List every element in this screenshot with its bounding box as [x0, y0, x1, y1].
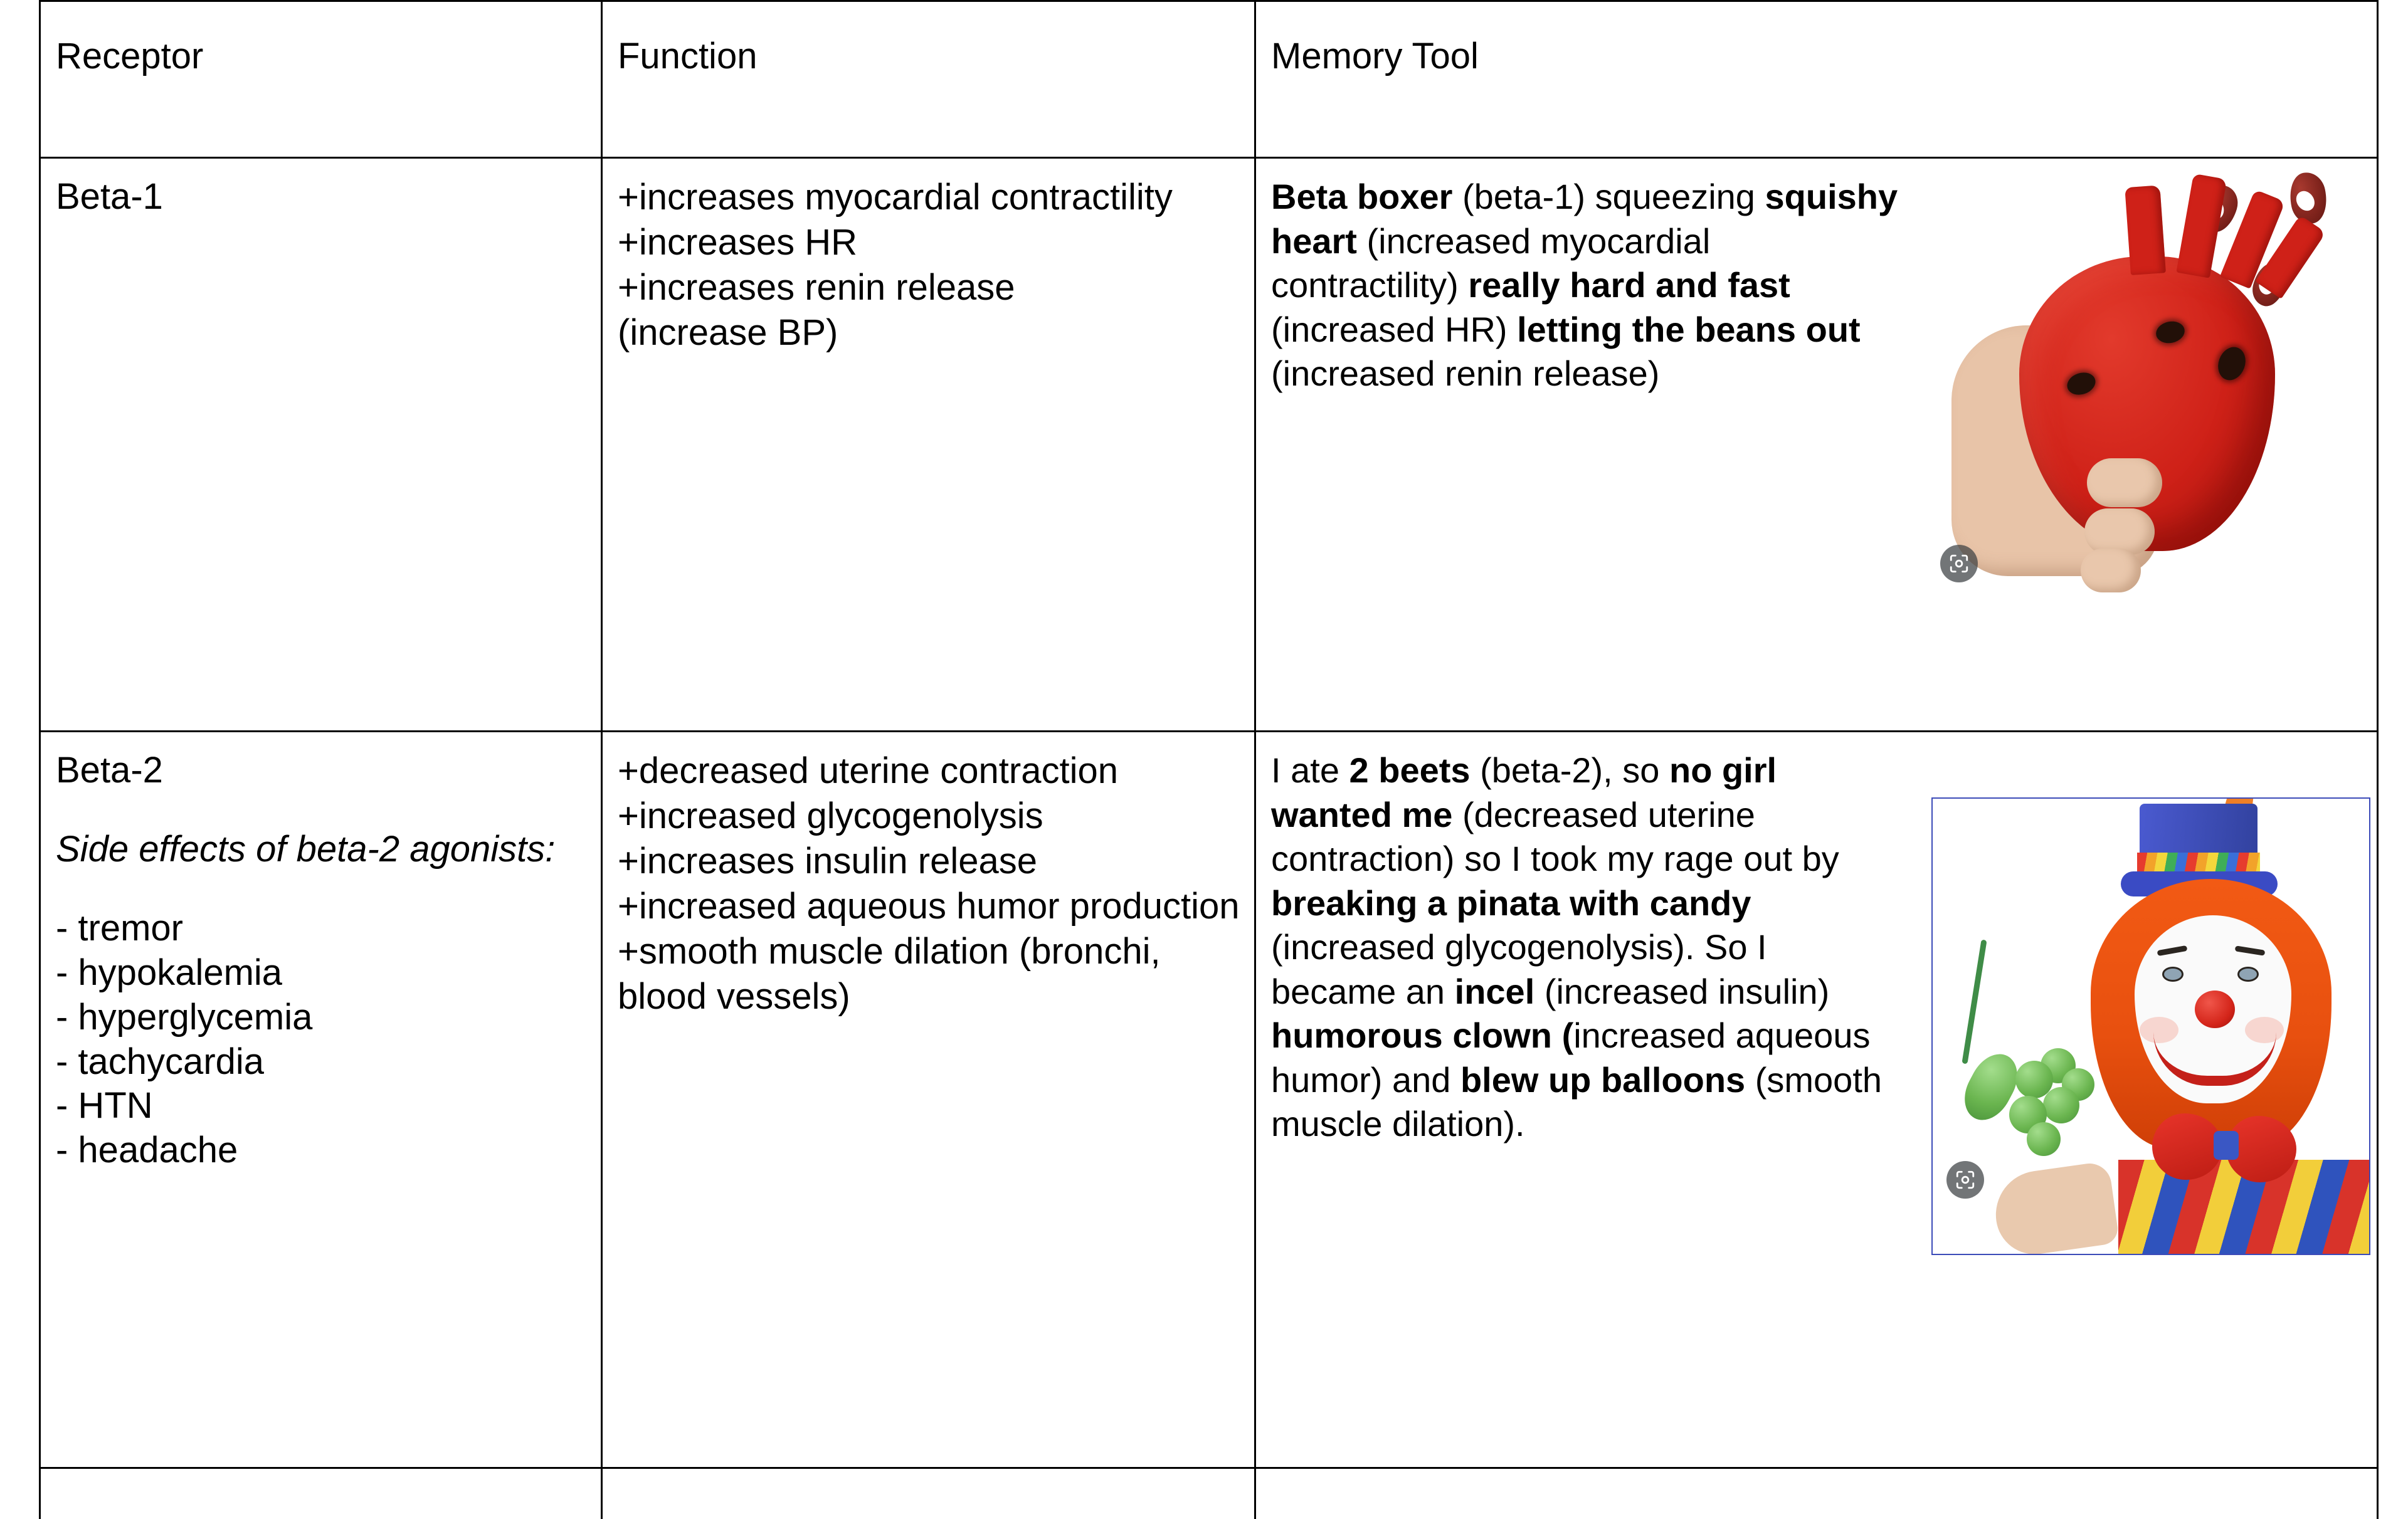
column-header-memory-label: Memory Tool [1271, 36, 1479, 76]
cell-receptor-beta-2: Beta-2 Side effects of beta-2 agonists: … [39, 730, 603, 1469]
table-row-beta-2: Beta-2 Side effects of beta-2 agonists: … [39, 730, 2379, 1469]
google-lens-icon[interactable] [1940, 545, 1978, 582]
cell-memory-muscarinic-2 [1254, 1467, 2379, 1519]
column-header-function: Function [601, 0, 1256, 159]
receptor-subtitle-beta-2: Side effects of beta-2 agonists: [56, 828, 556, 870]
heart-squeeze-toy-photo [1933, 169, 2372, 592]
finger-3-graphic [2081, 549, 2141, 592]
heart-hole-1 [2064, 369, 2099, 399]
bean-2-icon [2285, 169, 2331, 228]
table-header-row: Receptor Function Memory Tool [39, 0, 2379, 159]
column-header-receptor: Receptor [39, 0, 603, 159]
column-header-memory: Memory Tool [1254, 0, 2379, 159]
hat-crown-graphic [2140, 804, 2258, 858]
balloon-segment-3 [2043, 1087, 2079, 1123]
clown-nose-graphic [2195, 991, 2235, 1028]
table-row-muscarinic-2-partial: Muscarinic 2 -decreases HR [39, 1467, 2379, 1519]
receptor-memory-table: Receptor Function Memory Tool Beta-1 +in… [39, 0, 2379, 1519]
bowtie-knot [2214, 1131, 2239, 1160]
side-effects-list-beta-2: - tremor - hypokalemia - hyperglycemia - ta… [56, 908, 313, 1171]
cell-function-beta-1: +increases myocardial contractility +incr… [601, 157, 1256, 732]
memory-text-beta-2: I ate 2 beets (beta-2), so no girl wante… [1271, 750, 1883, 1144]
bowtie-lobe-left [2152, 1113, 2222, 1180]
hand-graphic [1951, 173, 2326, 592]
function-list-beta-1: +increases myocardial contractility +incr… [618, 177, 1173, 353]
column-header-receptor-label: Receptor [56, 36, 204, 76]
clown-photo-inner [1933, 799, 2369, 1254]
column-header-function-label: Function [618, 36, 758, 76]
heart-hole-3 [2214, 343, 2250, 384]
vessel-1-graphic [2125, 185, 2166, 275]
heart-hole-2 [2153, 318, 2187, 346]
google-lens-icon[interactable] [1946, 1161, 1984, 1199]
receptor-title-beta-2: Beta-2 [56, 750, 163, 791]
receptor-title-beta-1: Beta-1 [56, 176, 163, 217]
cell-receptor-beta-1: Beta-1 [39, 157, 603, 732]
cell-function-beta-2: +decreased uterine contraction +increased… [601, 730, 1256, 1469]
balloon-segment-2 [2015, 1061, 2053, 1098]
balloon-segment-7 [2027, 1122, 2061, 1156]
memory-text-beta-1: Beta boxer (beta-1) squeezing squishy he… [1271, 177, 1898, 394]
balloon-stick-graphic [1962, 939, 1987, 1064]
finger-2-graphic [2084, 508, 2155, 555]
clown-hand-graphic [1990, 1160, 2120, 1254]
cell-memory-beta-2: I ate 2 beets (beta-2), so no girl wante… [1254, 730, 2379, 1469]
clown-eye-left [2162, 967, 2184, 982]
clown-with-balloon-animal-photo [1931, 797, 2370, 1255]
table-row-beta-1: Beta-1 +increases myocardial contractili… [39, 157, 2379, 732]
heart-graphic [2019, 173, 2326, 551]
cell-memory-beta-1: Beta boxer (beta-1) squeezing squishy he… [1254, 157, 2379, 732]
cell-receptor-muscarinic-2: Muscarinic 2 [39, 1467, 603, 1519]
function-list-beta-2: +decreased uterine contraction +increased… [618, 750, 1240, 1017]
finger-1-graphic [2087, 458, 2162, 507]
clown-eye-right [2237, 967, 2259, 982]
clown-bowtie-graphic [2152, 1112, 2296, 1182]
cell-function-muscarinic-2: -decreases HR [601, 1467, 1256, 1519]
